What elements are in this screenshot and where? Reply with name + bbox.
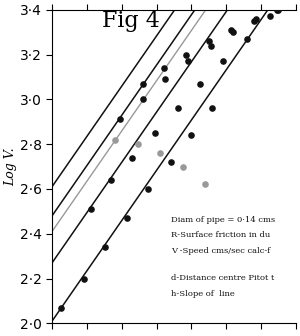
Point xyxy=(175,106,180,111)
Point xyxy=(198,81,203,86)
Point xyxy=(163,77,168,82)
Point xyxy=(292,0,296,6)
Text: Fig 4: Fig 4 xyxy=(102,10,160,32)
Point xyxy=(81,276,86,281)
Text: Diam of pipe = 0·14 cms: Diam of pipe = 0·14 cms xyxy=(171,216,275,224)
Point xyxy=(203,182,208,187)
Point xyxy=(140,97,145,102)
Point xyxy=(88,206,93,212)
Point xyxy=(112,137,117,142)
Point xyxy=(229,27,234,33)
Point xyxy=(231,30,236,35)
Point xyxy=(158,151,163,156)
Point xyxy=(161,65,166,71)
Point xyxy=(186,58,190,64)
Point xyxy=(130,155,135,160)
Point xyxy=(267,14,272,19)
Point xyxy=(180,164,185,169)
Point xyxy=(102,245,107,250)
Point xyxy=(109,177,114,183)
Point xyxy=(274,7,279,12)
Point xyxy=(206,38,211,44)
Point xyxy=(276,7,281,12)
Point xyxy=(189,132,194,138)
Point xyxy=(118,117,123,122)
Y-axis label: Log V.: Log V. xyxy=(4,147,17,186)
Point xyxy=(208,43,213,48)
Text: h-Slope of  line: h-Slope of line xyxy=(171,290,234,298)
Point xyxy=(125,215,130,221)
Point xyxy=(245,36,250,42)
Point xyxy=(254,16,258,22)
Point xyxy=(59,305,64,310)
Point xyxy=(252,18,256,24)
Point xyxy=(153,130,158,136)
Point xyxy=(184,52,189,57)
Point xyxy=(292,0,296,6)
Point xyxy=(220,58,225,64)
Text: R-Surface friction in du: R-Surface friction in du xyxy=(171,232,270,240)
Text: d-Distance centre Pitot t: d-Distance centre Pitot t xyxy=(171,274,274,282)
Point xyxy=(146,186,150,192)
Point xyxy=(135,141,140,147)
Point xyxy=(168,159,173,165)
Point xyxy=(210,106,215,111)
Point xyxy=(140,81,145,86)
Text: V -Speed cms/sec calc-f: V -Speed cms/sec calc-f xyxy=(171,247,270,255)
